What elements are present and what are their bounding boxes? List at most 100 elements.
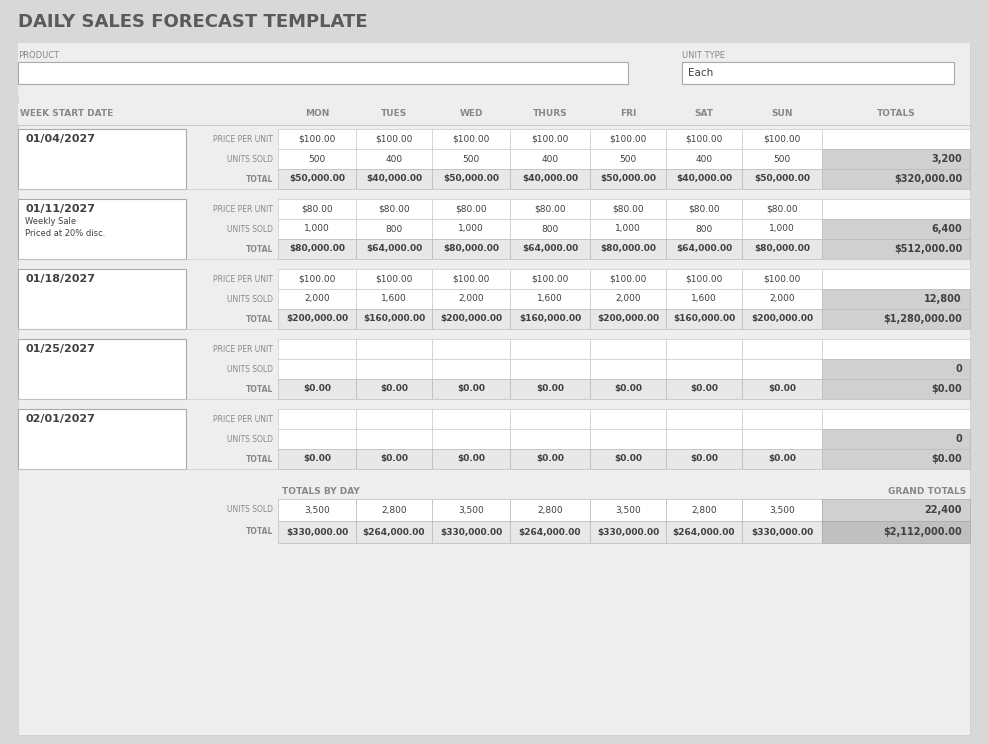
- Text: $64,000.00: $64,000.00: [676, 245, 732, 254]
- Text: Weekly Sale: Weekly Sale: [25, 217, 76, 225]
- Bar: [356, 269, 432, 289]
- Text: 0: 0: [955, 434, 962, 444]
- Bar: [590, 309, 666, 329]
- Text: PRICE PER UNIT: PRICE PER UNIT: [213, 414, 273, 423]
- Bar: [822, 359, 970, 379]
- Text: 500: 500: [308, 155, 326, 164]
- Bar: [510, 339, 590, 359]
- Text: 800: 800: [696, 225, 712, 234]
- Bar: [822, 379, 970, 399]
- Bar: [510, 359, 590, 379]
- Text: $100.00: $100.00: [453, 135, 490, 144]
- Text: 800: 800: [385, 225, 403, 234]
- Bar: [356, 379, 432, 399]
- Text: 1,600: 1,600: [381, 295, 407, 304]
- Text: $0.00: $0.00: [303, 455, 331, 464]
- Text: $512,000.00: $512,000.00: [894, 244, 962, 254]
- Text: $80,000.00: $80,000.00: [289, 245, 345, 254]
- Bar: [278, 429, 356, 449]
- Bar: [666, 169, 742, 189]
- Text: WED: WED: [459, 109, 483, 118]
- Bar: [278, 129, 356, 149]
- Text: 1,600: 1,600: [692, 295, 717, 304]
- Text: 500: 500: [774, 155, 790, 164]
- Bar: [590, 149, 666, 169]
- Bar: [510, 499, 590, 521]
- Text: TOTAL: TOTAL: [246, 455, 273, 464]
- Text: $160,000.00: $160,000.00: [363, 315, 425, 324]
- Text: 500: 500: [619, 155, 636, 164]
- Text: 2,800: 2,800: [692, 505, 717, 515]
- Bar: [590, 499, 666, 521]
- Text: 2,800: 2,800: [537, 505, 563, 515]
- Bar: [590, 359, 666, 379]
- Bar: [356, 499, 432, 521]
- Bar: [356, 149, 432, 169]
- Bar: [742, 129, 822, 149]
- Text: $100.00: $100.00: [532, 135, 569, 144]
- Bar: [432, 149, 510, 169]
- Bar: [432, 309, 510, 329]
- Text: UNITS SOLD: UNITS SOLD: [227, 225, 273, 234]
- Bar: [432, 449, 510, 469]
- Bar: [822, 339, 970, 359]
- Text: 3,500: 3,500: [616, 505, 641, 515]
- Text: TOTAL: TOTAL: [246, 315, 273, 324]
- Bar: [742, 309, 822, 329]
- Bar: [432, 379, 510, 399]
- Bar: [590, 289, 666, 309]
- Bar: [742, 339, 822, 359]
- Text: Priced at 20% disc.: Priced at 20% disc.: [25, 228, 106, 237]
- Text: $264,000.00: $264,000.00: [673, 527, 735, 536]
- Text: MON: MON: [305, 109, 329, 118]
- Text: $0.00: $0.00: [457, 455, 485, 464]
- Text: PRODUCT: PRODUCT: [18, 51, 59, 60]
- Bar: [822, 219, 970, 239]
- Text: 12,800: 12,800: [925, 294, 962, 304]
- Text: $100.00: $100.00: [453, 275, 490, 283]
- Text: PRICE PER UNIT: PRICE PER UNIT: [213, 275, 273, 283]
- Text: $50,000.00: $50,000.00: [443, 175, 499, 184]
- Bar: [822, 309, 970, 329]
- Bar: [666, 449, 742, 469]
- Text: UNIT TYPE: UNIT TYPE: [682, 51, 725, 60]
- Text: 01/25/2027: 01/25/2027: [25, 344, 95, 354]
- Bar: [822, 199, 970, 219]
- Bar: [742, 239, 822, 259]
- Text: $0.00: $0.00: [690, 455, 718, 464]
- Text: 2,800: 2,800: [381, 505, 407, 515]
- Text: $64,000.00: $64,000.00: [366, 245, 422, 254]
- Bar: [356, 219, 432, 239]
- Bar: [278, 409, 356, 429]
- Bar: [590, 269, 666, 289]
- Text: $330,000.00: $330,000.00: [440, 527, 502, 536]
- Text: SUN: SUN: [772, 109, 792, 118]
- Text: $0.00: $0.00: [768, 455, 796, 464]
- Bar: [510, 429, 590, 449]
- Text: TOTALS: TOTALS: [876, 109, 915, 118]
- Text: $80,000.00: $80,000.00: [600, 245, 656, 254]
- Text: $0.00: $0.00: [303, 385, 331, 394]
- Text: $50,000.00: $50,000.00: [289, 175, 345, 184]
- Bar: [278, 339, 356, 359]
- Bar: [666, 499, 742, 521]
- Bar: [356, 409, 432, 429]
- Text: 01/04/2027: 01/04/2027: [25, 134, 95, 144]
- Bar: [356, 429, 432, 449]
- Text: 500: 500: [462, 155, 479, 164]
- Bar: [510, 239, 590, 259]
- Bar: [510, 449, 590, 469]
- Bar: [432, 269, 510, 289]
- Bar: [278, 199, 356, 219]
- Bar: [822, 499, 970, 521]
- Text: 01/18/2027: 01/18/2027: [25, 274, 95, 284]
- Text: 3,500: 3,500: [769, 505, 795, 515]
- Text: $200,000.00: $200,000.00: [440, 315, 502, 324]
- Bar: [510, 199, 590, 219]
- Bar: [356, 289, 432, 309]
- Text: PRICE PER UNIT: PRICE PER UNIT: [213, 344, 273, 353]
- Text: $100.00: $100.00: [686, 275, 722, 283]
- Text: PRICE PER UNIT: PRICE PER UNIT: [213, 135, 273, 144]
- Bar: [742, 449, 822, 469]
- Text: $0.00: $0.00: [614, 455, 642, 464]
